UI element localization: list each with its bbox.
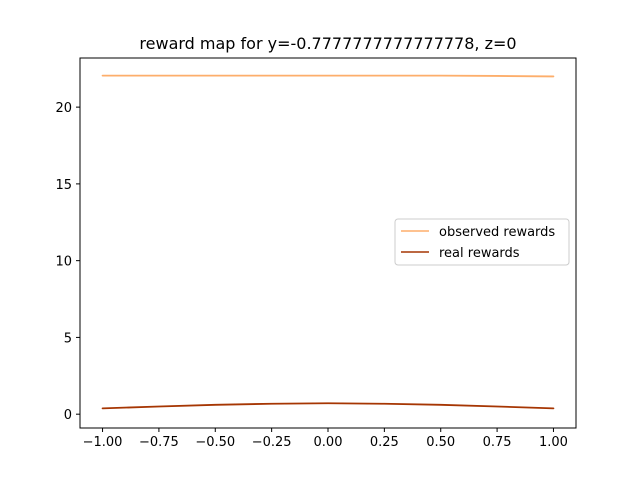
x-tick-label: 0.25 <box>370 435 399 450</box>
series-layer <box>101 74 555 410</box>
x-tick-label: 1.00 <box>539 435 568 450</box>
chart-title: reward map for y=-0.7777777777777778, z=… <box>139 34 516 53</box>
x-tick-label: −0.75 <box>139 435 179 450</box>
legend-label-real: real rewards <box>439 246 520 261</box>
x-tick-label: 0.50 <box>426 435 455 450</box>
y-tick-label: 15 <box>55 178 72 193</box>
legend: observed rewards real rewards <box>394 218 570 266</box>
series-line-real <box>101 402 555 410</box>
x-tick-label: −0.25 <box>252 435 292 450</box>
legend-label-observed: observed rewards <box>439 225 555 240</box>
legend-box <box>394 218 570 266</box>
y-tick-label: 0 <box>64 408 72 423</box>
plot-frame <box>79 57 577 429</box>
x-axis: −1.00 −0.75 −0.50 −0.25 0.00 0.25 0.50 0.75 1.00 <box>83 428 568 450</box>
y-axis: 0 5 10 15 20 <box>55 101 80 423</box>
x-tick-label: 0.00 <box>314 435 343 450</box>
x-tick-label: −0.50 <box>195 435 235 450</box>
y-tick-label: 5 <box>64 331 72 346</box>
x-tick-label: 0.75 <box>483 435 512 450</box>
y-tick-label: 10 <box>55 255 72 270</box>
y-tick-label: 20 <box>55 101 72 116</box>
x-tick-label: −1.00 <box>83 435 123 450</box>
series-line-observed <box>101 74 555 78</box>
